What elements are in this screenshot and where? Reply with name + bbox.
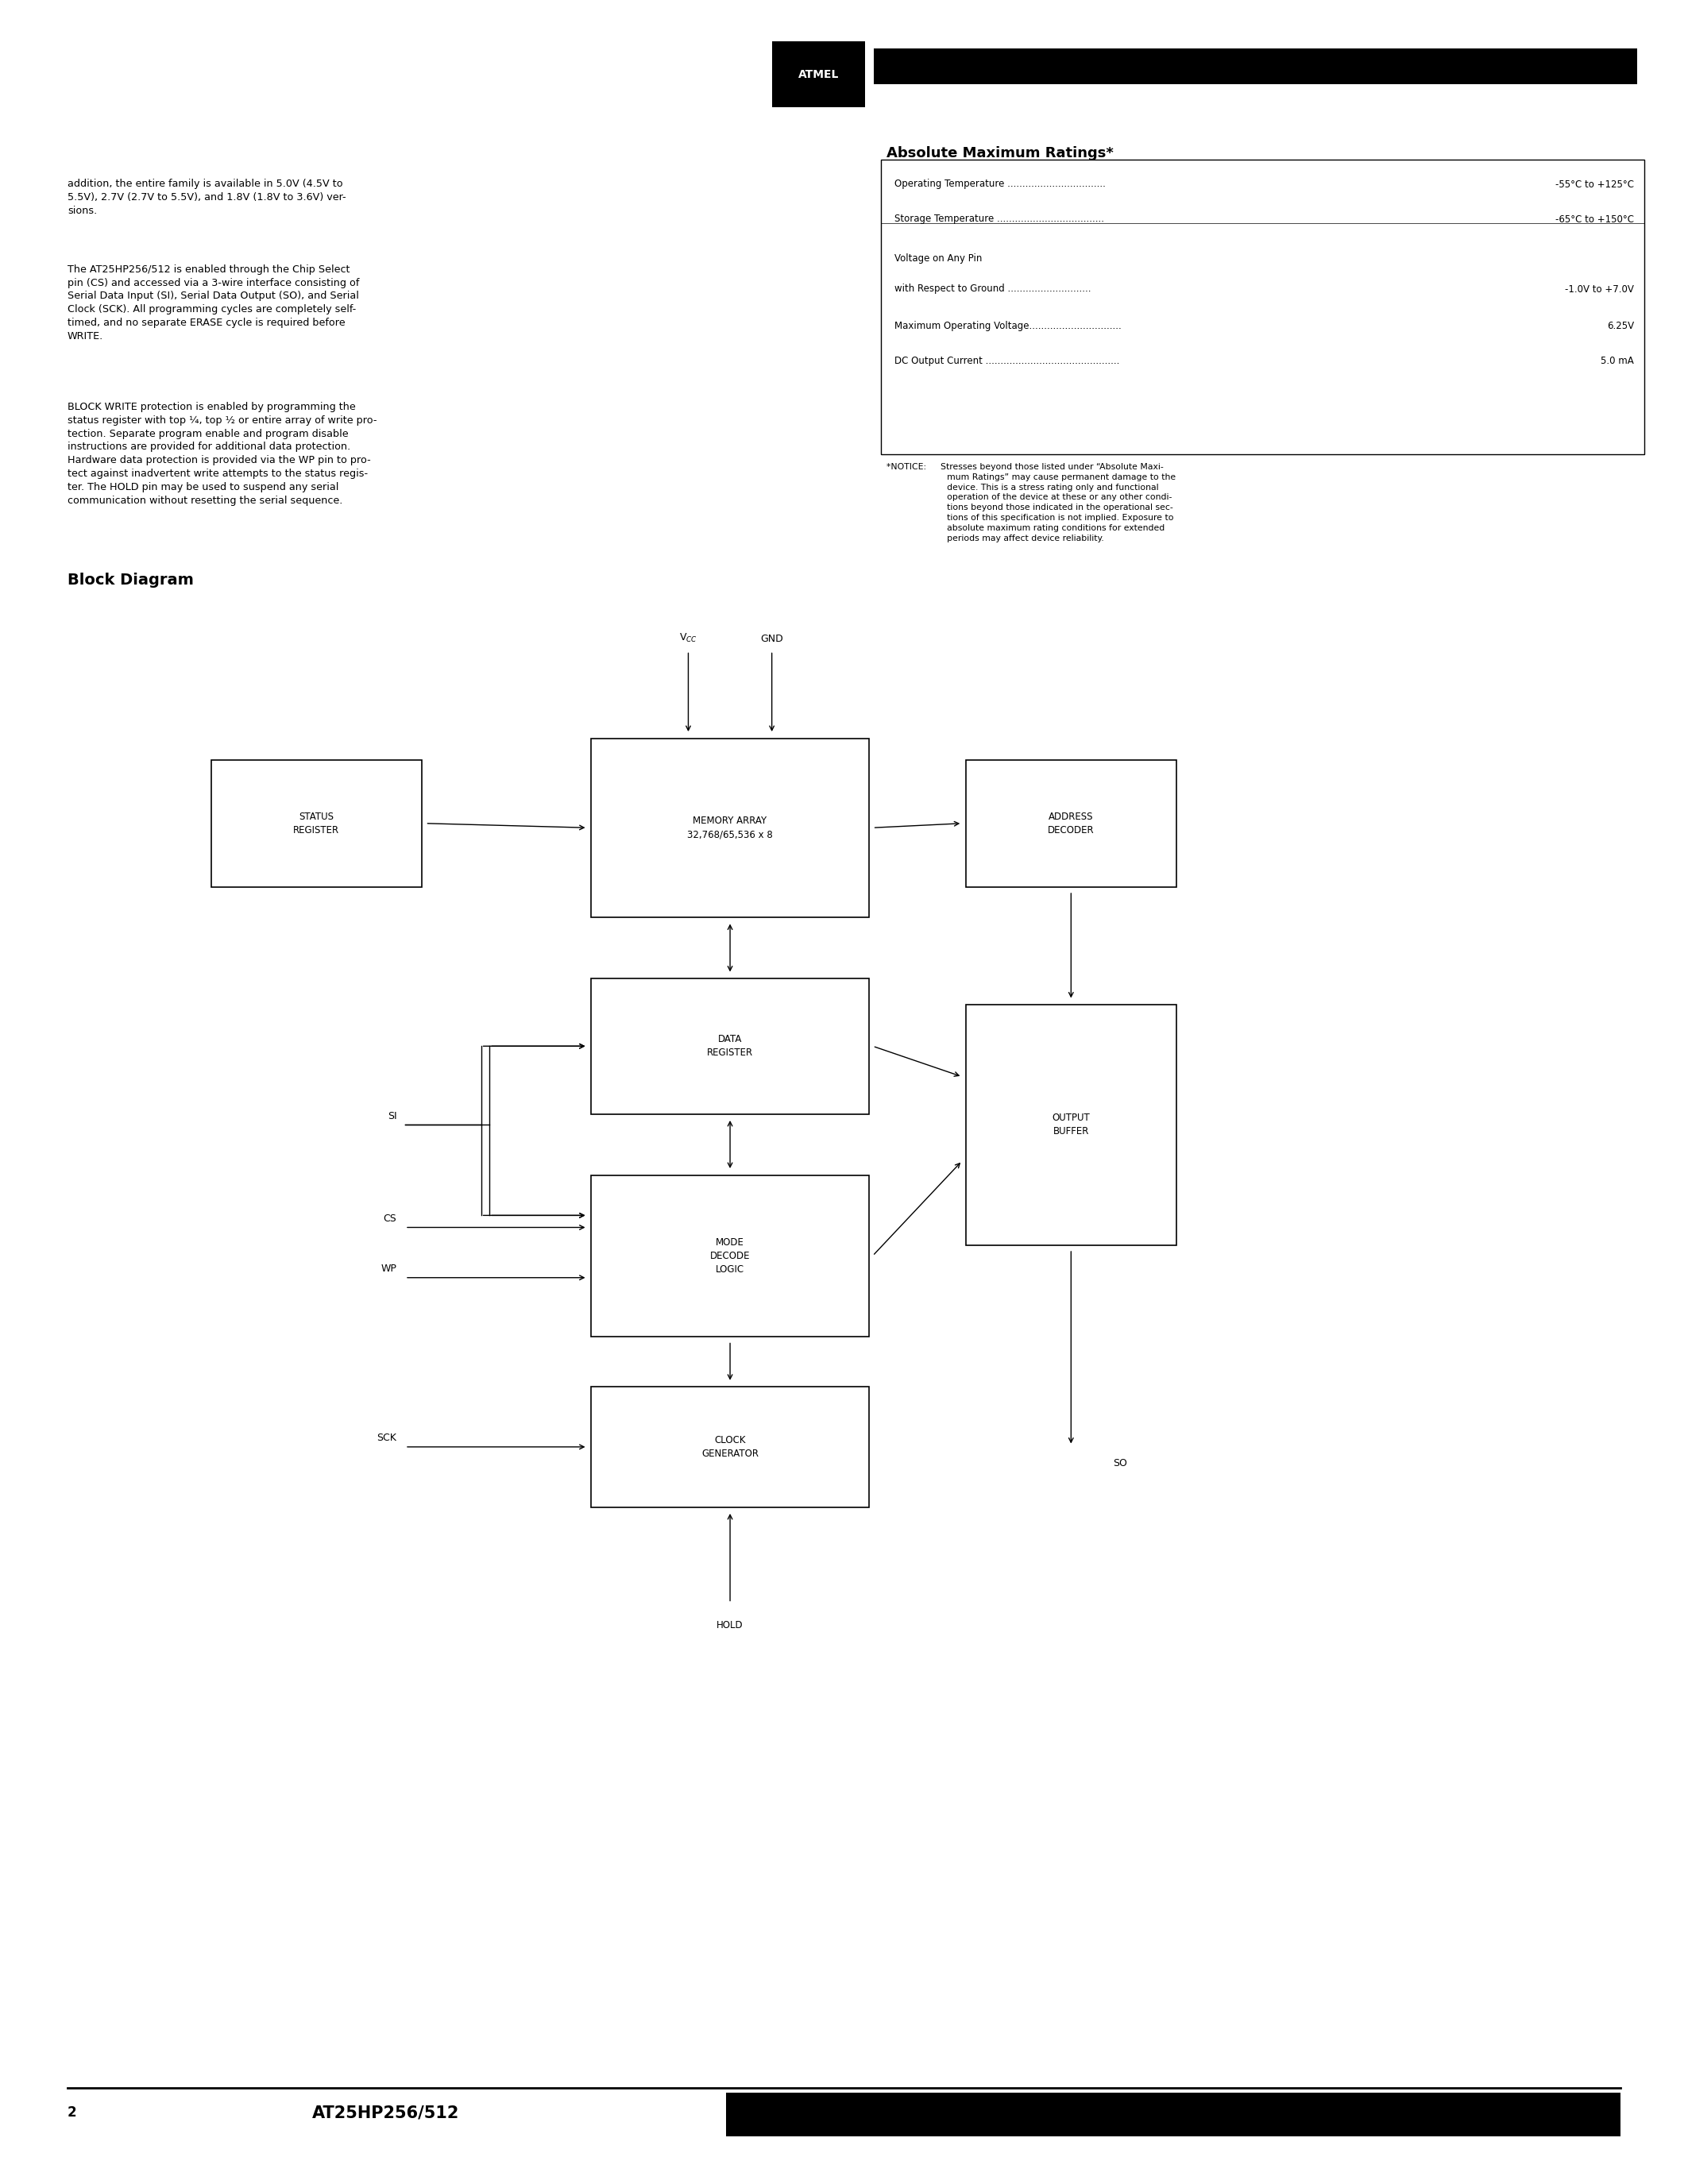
Text: SI: SI (388, 1112, 397, 1120)
Text: BLOCK WRITE protection is enabled by programming the
status register with top ¼,: BLOCK WRITE protection is enabled by pro… (68, 402, 376, 505)
Text: CLOCK
GENERATOR: CLOCK GENERATOR (702, 1435, 758, 1459)
Text: V$_{CC}$: V$_{CC}$ (679, 633, 697, 644)
Text: addition, the entire family is available in 5.0V (4.5V to
5.5V), 2.7V (2.7V to 5: addition, the entire family is available… (68, 179, 346, 216)
Text: OUTPUT
BUFFER: OUTPUT BUFFER (1052, 1114, 1090, 1136)
Text: AT25HP256/512: AT25HP256/512 (312, 2105, 459, 2121)
Bar (211, 760, 422, 887)
Text: Voltage on Any Pin: Voltage on Any Pin (895, 253, 982, 264)
Text: 6.25V: 6.25V (1607, 321, 1634, 332)
Bar (966, 760, 1177, 887)
Text: 2: 2 (68, 2105, 76, 2121)
Text: MEMORY ARRAY
32,768/65,536 x 8: MEMORY ARRAY 32,768/65,536 x 8 (687, 817, 773, 839)
Text: MODE
DECODE
LOGIC: MODE DECODE LOGIC (711, 1236, 749, 1275)
Text: Operating Temperature .................................: Operating Temperature ..................… (895, 179, 1106, 190)
Text: The AT25HP256/512 is enabled through the Chip Select
pin (CS) and accessed via a: The AT25HP256/512 is enabled through the… (68, 264, 360, 341)
Text: DC Output Current .............................................: DC Output Current ......................… (895, 356, 1119, 367)
Bar (966, 1005, 1177, 1245)
Text: DATA
REGISTER: DATA REGISTER (707, 1035, 753, 1057)
Text: SCK: SCK (376, 1433, 397, 1444)
Bar (591, 978, 869, 1114)
Text: CS: CS (383, 1214, 397, 1223)
Bar (874, 48, 1637, 85)
Bar (771, 41, 864, 107)
Text: -55°C to +125°C: -55°C to +125°C (1555, 179, 1634, 190)
Text: Storage Temperature ....................................: Storage Temperature ....................… (895, 214, 1104, 225)
Text: 5.0 mA: 5.0 mA (1600, 356, 1634, 367)
Bar (881, 159, 1644, 454)
Text: Maximum Operating Voltage...............................: Maximum Operating Voltage...............… (895, 321, 1121, 332)
Bar (591, 1387, 869, 1507)
Text: with Respect to Ground ............................: with Respect to Ground .................… (895, 284, 1090, 295)
Text: -65°C to +150°C: -65°C to +150°C (1555, 214, 1634, 225)
Text: HOLD: HOLD (717, 1621, 743, 1631)
Bar (591, 1175, 869, 1337)
Text: GND: GND (760, 633, 783, 644)
Text: Absolute Maximum Ratings*: Absolute Maximum Ratings* (886, 146, 1114, 162)
Text: WP: WP (381, 1265, 397, 1273)
Text: Block Diagram: Block Diagram (68, 572, 194, 587)
Text: SO: SO (1114, 1459, 1128, 1468)
Text: ADDRESS
DECODER: ADDRESS DECODER (1048, 812, 1094, 834)
Bar (591, 738, 869, 917)
Text: STATUS
REGISTER: STATUS REGISTER (294, 812, 339, 834)
Text: -1.0V to +7.0V: -1.0V to +7.0V (1565, 284, 1634, 295)
Bar (726, 2092, 1620, 2136)
Text: *NOTICE:   Stresses beyond those listed under “Absolute Maxi-
       mum Ratings: *NOTICE: Stresses beyond those listed un… (886, 463, 1175, 542)
Text: ATMEL: ATMEL (798, 68, 839, 81)
